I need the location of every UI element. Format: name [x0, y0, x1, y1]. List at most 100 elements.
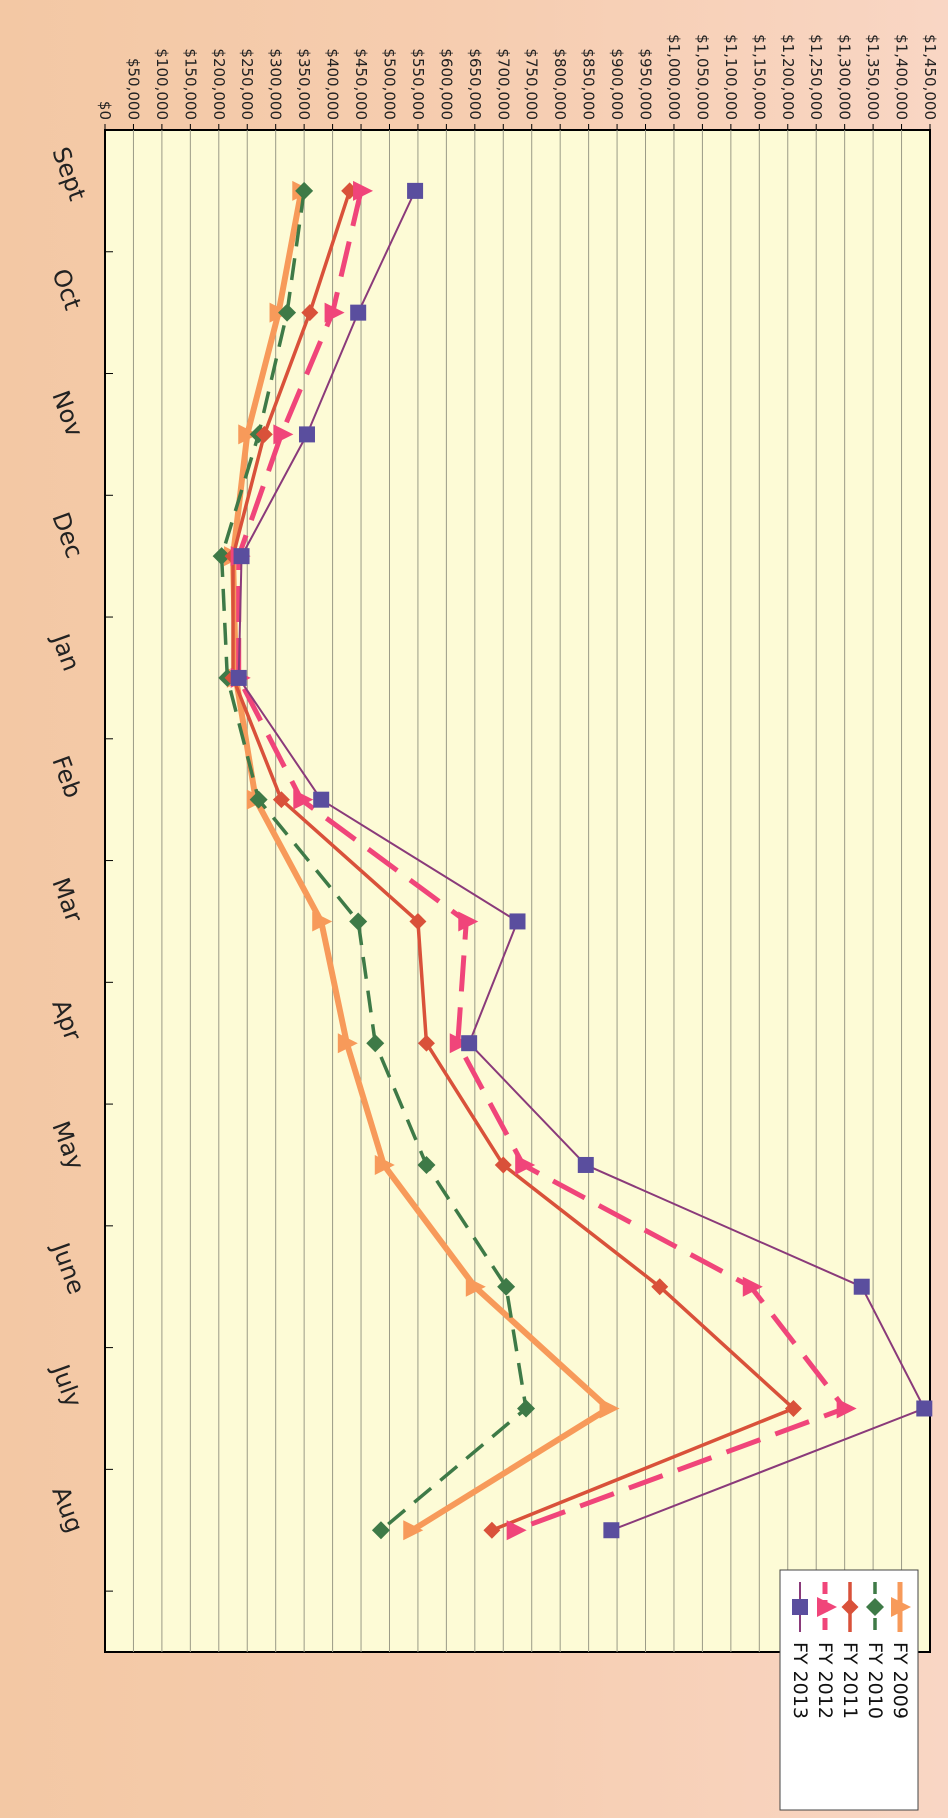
y-tick-label: $500,000	[380, 48, 398, 120]
y-tick-label: $950,000	[637, 48, 655, 120]
data-point	[233, 548, 250, 565]
data-point	[371, 1521, 390, 1540]
x-tick-label: July	[46, 1359, 88, 1411]
legend-label: FY 2011	[839, 1642, 861, 1719]
x-tick-label: Jan	[46, 629, 86, 675]
data-point	[603, 1522, 620, 1539]
data-point	[891, 1597, 911, 1617]
y-tick-label: $1,450,000	[921, 34, 939, 120]
y-tick-label: $0	[96, 101, 114, 120]
data-point	[465, 1276, 486, 1297]
data-point	[337, 1033, 358, 1054]
x-tick-label: Aug	[46, 1483, 88, 1537]
x-tick-label: Nov	[46, 387, 88, 441]
data-point	[212, 547, 231, 566]
y-tick-label: $1,000,000	[665, 34, 683, 120]
y-tick-label: $50,000	[124, 58, 142, 120]
data-point	[293, 789, 314, 810]
y-tick-label: $300,000	[267, 48, 285, 120]
x-tick-label: Mar	[46, 874, 88, 926]
legend-label: FY 2013	[789, 1642, 811, 1719]
data-point	[817, 1597, 837, 1617]
data-point	[742, 1276, 763, 1297]
y-tick-label: $1,050,000	[693, 34, 711, 120]
data-point	[841, 1598, 859, 1616]
data-point	[313, 791, 330, 808]
data-point	[509, 913, 526, 930]
data-point	[273, 424, 294, 445]
legend-label: FY 2012	[814, 1642, 836, 1719]
y-tick-label: $450,000	[352, 48, 370, 120]
data-point	[784, 1399, 802, 1417]
x-tick-label: Apr	[46, 996, 87, 1045]
data-point	[353, 180, 374, 201]
data-point	[230, 669, 247, 686]
data-point	[458, 911, 479, 932]
data-point	[417, 1155, 436, 1174]
y-tick-label: $1,350,000	[864, 34, 882, 120]
y-tick-label: $750,000	[523, 48, 541, 120]
series-line	[219, 190, 528, 1532]
data-point	[853, 1278, 870, 1295]
y-tick-label: $700,000	[494, 48, 512, 120]
y-tick-label: $1,200,000	[779, 34, 797, 120]
plot-area	[104, 129, 931, 1653]
y-tick-label: $100,000	[153, 48, 171, 120]
series-line	[231, 190, 796, 1532]
data-point	[651, 1278, 669, 1296]
data-point	[497, 1277, 516, 1296]
series-layer	[212, 180, 933, 1541]
gridlines	[132, 130, 903, 1652]
y-tick-label: $250,000	[238, 48, 256, 120]
x-tick-label: May	[46, 1117, 89, 1173]
data-point	[517, 1399, 536, 1418]
y-tick-label: $900,000	[608, 48, 626, 120]
legend-label: FY 2009	[889, 1642, 911, 1719]
series-fy-2009	[224, 180, 620, 1541]
data-point	[272, 791, 290, 809]
y-tick-label: $200,000	[210, 48, 228, 120]
x-tick-label: Feb	[46, 752, 87, 802]
x-tick-label: Dec	[46, 509, 88, 562]
data-point	[298, 426, 315, 443]
y-axis: $0 $50,000 $100,000 $150,000 $200,000 $250,00…	[96, 34, 939, 130]
y-tick-label: $550,000	[409, 48, 427, 120]
y-tick-label: $1,100,000	[722, 34, 740, 120]
x-axis: Sept Oct Nov Dec Jan Feb Mar Apr May June July Aug	[46, 143, 113, 1592]
data-point	[449, 1033, 470, 1054]
x-tick-label: June	[46, 1237, 91, 1298]
x-tick-label: Sept	[46, 143, 91, 204]
data-point	[312, 911, 333, 932]
y-tick-label: $650,000	[466, 48, 484, 120]
data-point	[599, 1398, 620, 1419]
data-point	[577, 1156, 594, 1173]
series-line	[236, 190, 848, 1533]
x-tick-label: Oct	[46, 265, 87, 314]
y-tick-label: $1,300,000	[836, 34, 854, 120]
data-point	[249, 790, 268, 809]
data-point	[836, 1398, 857, 1419]
data-point	[866, 1598, 884, 1616]
data-point	[278, 303, 297, 322]
y-tick-label: $350,000	[295, 48, 313, 120]
y-tick-label: $1,150,000	[750, 34, 768, 120]
data-point	[461, 1035, 478, 1052]
y-tick-label: $400,000	[324, 48, 342, 120]
series-fy-2013	[230, 182, 933, 1539]
data-point	[350, 304, 367, 321]
data-point	[238, 424, 259, 445]
data-point	[295, 181, 314, 200]
y-tick-label: $800,000	[551, 48, 569, 120]
data-point	[515, 1154, 536, 1175]
data-point	[255, 425, 273, 443]
y-tick-label: $1,400,000	[893, 34, 911, 120]
data-point	[349, 912, 368, 931]
data-point	[407, 182, 424, 199]
series-line	[230, 190, 612, 1533]
y-tick-label: $600,000	[437, 48, 455, 120]
data-point	[324, 302, 345, 323]
data-point	[366, 1034, 385, 1053]
data-point	[792, 1599, 808, 1615]
data-point	[403, 1520, 424, 1541]
